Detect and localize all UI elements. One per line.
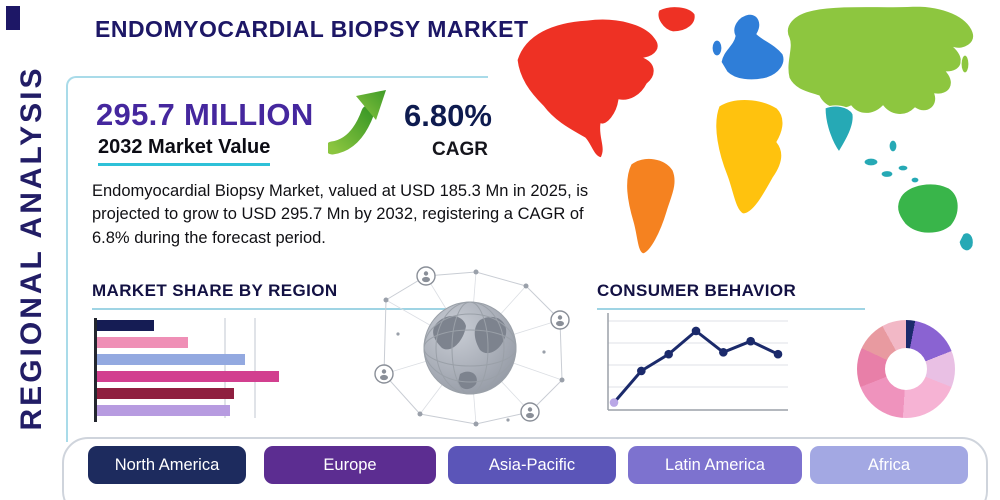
- region-pill-label: Latin America: [665, 455, 765, 474]
- map-southeast-asia: [863, 139, 920, 184]
- network-person-icons: [374, 266, 570, 422]
- map-asia: [786, 5, 975, 116]
- line-marker-6: [773, 349, 783, 359]
- page-title: ENDOMYOCARDIAL BIOPSY MARKET: [95, 16, 529, 42]
- world-map: [516, 5, 975, 255]
- market-share-heading: MARKET SHARE BY REGION: [92, 281, 338, 300]
- line-marker-5: [746, 336, 755, 346]
- line-marker-2: [664, 349, 673, 359]
- cagr-label: CAGR: [432, 139, 488, 160]
- line-chart-svg: [607, 313, 788, 411]
- bar-region-6: [97, 405, 230, 416]
- map-south-america: [625, 157, 676, 255]
- market-share-section-header: MARKET SHARE BY REGION: [92, 281, 487, 310]
- map-uk: [711, 39, 723, 57]
- consumer-behavior-heading: CONSUMER BEHAVIOR: [597, 281, 797, 300]
- region-pill-label: Africa: [867, 455, 911, 474]
- line-marker-3: [691, 326, 701, 336]
- map-new-zealand: [958, 232, 974, 252]
- growth-arrow-icon: [328, 90, 386, 155]
- market-value-stat: 295.7 MILLION: [96, 97, 314, 132]
- region-pill-latin-america[interactable]: Latin America: [628, 446, 802, 484]
- vertical-sidebar-label: REGIONAL ANALYSIS: [15, 65, 48, 431]
- market-description: Endomyocardial Biopsy Market, valued at …: [92, 182, 589, 247]
- region-pill-africa[interactable]: Africa: [810, 446, 968, 484]
- region-pill-label: Asia-Pacific: [488, 455, 576, 474]
- map-greenland: [657, 5, 696, 33]
- line-marker-4: [719, 348, 728, 357]
- globe-network-illustration: [374, 266, 570, 427]
- region-pill-label: Europe: [323, 455, 377, 474]
- market-value-label: 2032 Market Value: [98, 136, 271, 166]
- region-pill-asia-pacific[interactable]: Asia-Pacific: [448, 446, 616, 484]
- map-north-america: [516, 18, 659, 159]
- bar-chart-gridline: [224, 318, 226, 418]
- map-india: [824, 105, 854, 154]
- bar-chart-gridline: [254, 318, 256, 418]
- bar-chart: [94, 318, 307, 422]
- bar-region-1: [97, 320, 154, 331]
- line-marker-0: [609, 398, 619, 407]
- map-africa: [715, 98, 784, 215]
- cagr-stat: 6.80%: [404, 98, 492, 133]
- corner-accent: [6, 6, 20, 30]
- bar-region-4: [97, 371, 279, 382]
- map-europe: [720, 13, 785, 81]
- map-australia: [896, 183, 959, 234]
- bar-region-5: [97, 388, 234, 399]
- line-marker-1: [637, 366, 646, 376]
- donut-hole: [885, 348, 927, 390]
- content-frame-border: [66, 76, 488, 442]
- map-japan: [960, 54, 970, 74]
- region-pill-north-america[interactable]: North America: [88, 446, 246, 484]
- consumer-behavior-section-header: CONSUMER BEHAVIOR: [597, 281, 865, 310]
- bar-region-3: [97, 354, 245, 365]
- bar-region-2: [97, 337, 188, 348]
- region-pill-label: North America: [114, 455, 220, 474]
- region-pill-europe[interactable]: Europe: [264, 446, 436, 484]
